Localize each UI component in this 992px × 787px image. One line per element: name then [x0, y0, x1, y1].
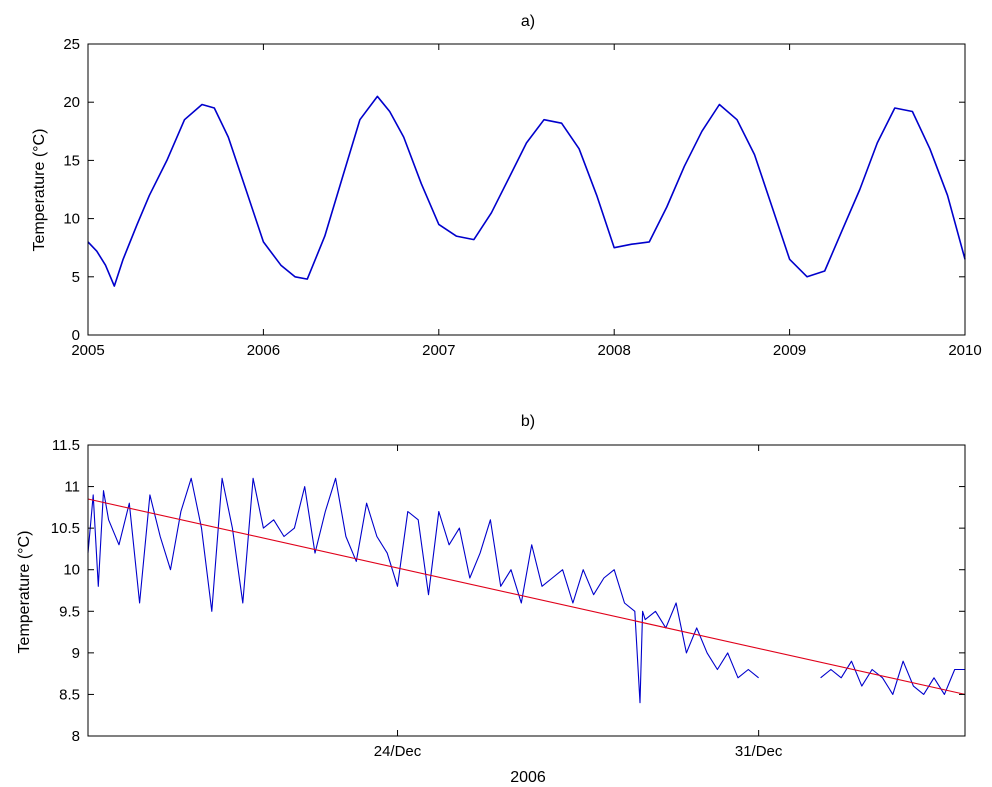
panel-a-ytick-label: 10 — [63, 211, 80, 228]
panel-a-title: a) — [521, 13, 535, 30]
panel-a-ytick-label: 20 — [63, 94, 80, 111]
panel-a-ytick-label: 0 — [72, 327, 80, 344]
panel-a: a) Temperature (°C) 2005 2006 2007 2008 2009… — [31, 13, 982, 359]
panel-b-series-layer — [87, 477, 966, 704]
panel-a-xtick-label: 2010 — [948, 342, 981, 359]
panel-b-xtick-label: 24/Dec — [374, 743, 422, 760]
panel-a-ytick-label: 5 — [72, 269, 80, 286]
panel-b-ticks-layer: 24/Dec 31/Dec 8 8.5 9 9.5 10 10.5 11 11.5 — [51, 437, 965, 760]
panel-a-ytick-label: 15 — [63, 152, 80, 169]
panel-a-xtick-label: 2005 — [71, 342, 104, 359]
panel-b-ylabel: Temperature (°C) — [16, 531, 33, 654]
panel-b-ytick-label: 11.5 — [52, 437, 80, 454]
panel-b: b) Temperature (°C) 2006 24/Dec 31/Dec 8 8.… — [16, 413, 966, 786]
panel-b-trend-line — [87, 498, 966, 695]
panel-a-ytick-label: 25 — [63, 36, 80, 53]
panel-a-ticks-layer: 2005 2006 2007 2008 2009 2010 0 5 10 15 20 25 — [63, 36, 981, 359]
panel-b-ytick-label: 10.5 — [51, 520, 80, 537]
panel-b-ytick-label: 9 — [72, 645, 80, 662]
panel-b-ytick-label: 10 — [63, 562, 80, 579]
panel-a-xtick-label: 2009 — [773, 342, 806, 359]
panel-a-temperature-line — [87, 95, 966, 287]
panel-b-title: b) — [521, 413, 535, 430]
panel-b-temperature-line — [87, 477, 965, 704]
panel-b-ytick-label: 8 — [72, 728, 80, 745]
panel-b-ytick-label: 9.5 — [59, 603, 80, 620]
panel-b-xtick-label: 31/Dec — [735, 743, 783, 760]
panel-b-ytick-label: 11 — [64, 479, 80, 496]
panel-a-series-layer — [87, 95, 966, 287]
panel-a-xtick-label: 2007 — [422, 342, 455, 359]
panel-b-axes-box — [87, 444, 966, 737]
panel-a-ylabel: Temperature (°C) — [31, 129, 48, 252]
panel-b-xlabel: 2006 — [510, 769, 546, 786]
panel-a-xtick-label: 2006 — [247, 342, 280, 359]
panel-a-axes-box — [87, 43, 966, 336]
panel-a-xtick-label: 2008 — [598, 342, 631, 359]
panel-b-ytick-label: 8.5 — [59, 686, 80, 703]
